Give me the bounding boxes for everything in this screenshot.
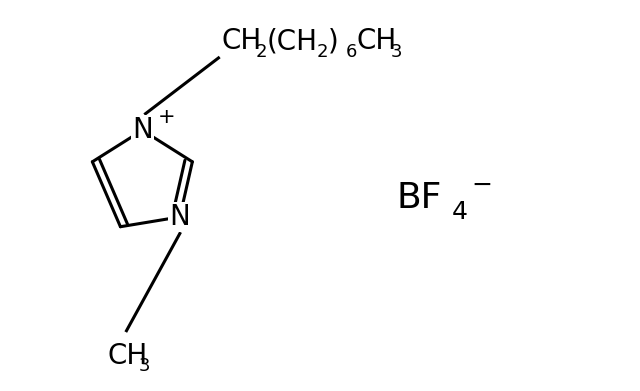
Text: +: + bbox=[157, 107, 175, 127]
Text: BF: BF bbox=[396, 181, 442, 215]
Text: N: N bbox=[170, 203, 190, 231]
Text: 3: 3 bbox=[390, 43, 402, 61]
Text: (CH: (CH bbox=[267, 27, 317, 55]
Text: N: N bbox=[132, 116, 153, 144]
Text: 3: 3 bbox=[139, 357, 150, 375]
Text: 2: 2 bbox=[255, 43, 267, 61]
Text: 2: 2 bbox=[317, 43, 328, 61]
Text: ): ) bbox=[328, 27, 339, 55]
Text: CH: CH bbox=[221, 27, 262, 55]
Text: −: − bbox=[471, 174, 492, 197]
Text: CH: CH bbox=[108, 342, 148, 369]
Text: CH: CH bbox=[356, 27, 397, 55]
Text: 6: 6 bbox=[345, 43, 356, 61]
Text: 4: 4 bbox=[452, 199, 468, 224]
